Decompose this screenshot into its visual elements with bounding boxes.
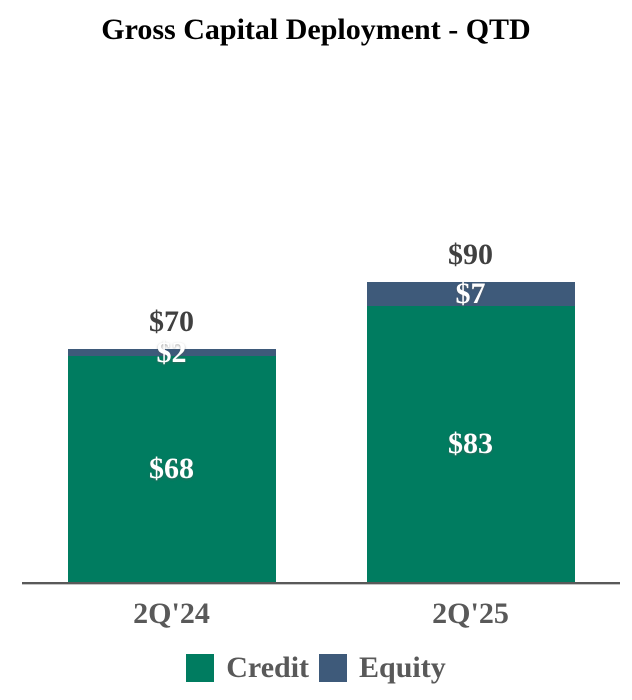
bar-2q-24: $2 $68: [67, 336, 276, 583]
x-axis-label-2q-24: 2Q'24: [133, 597, 210, 630]
total-label-2q-25: $90: [448, 238, 493, 272]
credit-value-label-2q-25: $83: [448, 427, 493, 461]
bar-2q-25: $7 $83: [366, 277, 575, 583]
equity-legend-swatch: [319, 654, 348, 682]
legend-item-equity: Equity: [319, 651, 446, 685]
credit-segment-2q-24: $68: [67, 355, 276, 583]
equity-value-label-2q-25: $7: [455, 277, 486, 311]
legend: Credit Equity: [0, 650, 632, 686]
equity-legend-label: Equity: [359, 651, 446, 684]
credit-legend-label: Credit: [226, 651, 310, 684]
chart-title: Gross Capital Deployment - QTD: [101, 13, 531, 46]
total-label-2q-24: $70: [149, 305, 194, 339]
credit-segment-2q-25: $83: [366, 305, 575, 583]
credit-value-label-2q-24: $68: [149, 452, 194, 486]
legend-item-credit: Credit: [186, 651, 309, 685]
equity-segment-2q-24: $2: [67, 336, 276, 369]
x-axis-line: [22, 582, 620, 584]
credit-legend-swatch: [186, 654, 215, 682]
equity-value-label-2q-24: $2: [156, 335, 187, 369]
equity-segment-2q-25: $7: [366, 277, 575, 310]
x-axis-label-2q-25: 2Q'25: [432, 597, 509, 630]
